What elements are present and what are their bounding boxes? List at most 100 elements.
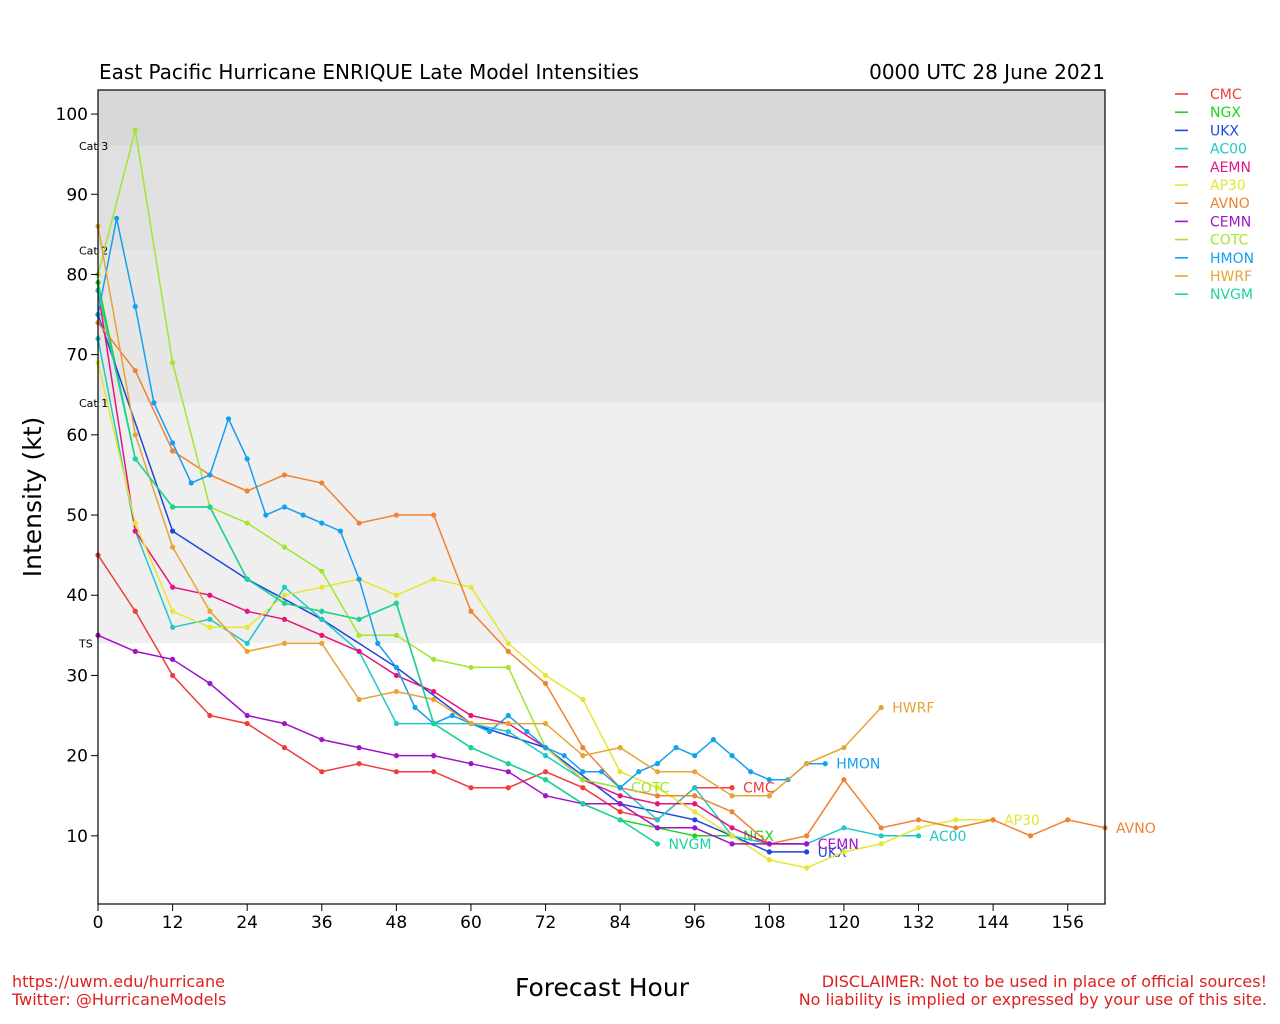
y-tick-label: 30: [66, 666, 88, 686]
data-point-avno: [953, 825, 959, 831]
data-point-hwrf: [244, 648, 250, 654]
data-point-nvgm: [244, 576, 250, 582]
data-point-ap30: [766, 857, 772, 863]
data-point-ap30: [729, 833, 735, 839]
data-point-cmc: [505, 785, 511, 791]
data-point-hmon: [561, 753, 567, 759]
data-point-hmon: [281, 504, 288, 510]
data-point-avno: [468, 608, 474, 614]
x-tick-label: 96: [684, 913, 706, 933]
data-point-avno: [654, 793, 661, 799]
data-point-hwrf: [841, 745, 847, 751]
data-point-cemn: [804, 841, 810, 847]
category-bands: TS Cat 1 Cat 2 Cat 3: [78, 90, 1105, 650]
data-point-hmon: [542, 745, 549, 751]
series-layer: CMCNGXUKXAC00AP30AVNOCEMNCOTCHMONHWRFNVG…: [95, 127, 1156, 871]
data-point-aemn: [132, 528, 138, 534]
data-point-hmon: [822, 761, 828, 767]
data-point-hwrf: [692, 769, 698, 775]
legend-entry-nvgm: NVGM: [1210, 287, 1253, 303]
data-point-ac00: [244, 640, 250, 646]
y-tick-label: 60: [66, 426, 88, 446]
legend-entry-ac00: AC00: [1210, 142, 1247, 158]
data-point-ap30: [953, 817, 959, 823]
series-aemn: [95, 287, 810, 847]
series-line-hmon: [97, 218, 826, 789]
data-point-cemn: [244, 712, 250, 719]
data-point-nvgm: [319, 608, 325, 614]
data-point-cmc: [617, 809, 623, 815]
data-point-cmc: [580, 785, 586, 791]
data-point-cotc: [281, 544, 288, 550]
x-axis-label: Forecast Hour: [515, 973, 690, 1002]
data-point-cemn: [617, 801, 623, 807]
data-point-cmc: [393, 769, 399, 775]
data-point-hwrf: [878, 704, 884, 711]
chart-title: East Pacific Hurricane ENRIQUE Late Mode…: [99, 60, 639, 84]
x-tick-label: 144: [977, 913, 1009, 933]
data-point-cmc: [468, 785, 474, 791]
data-point-cotc: [132, 127, 138, 133]
data-point-ac00: [207, 616, 213, 622]
data-point-ac00: [281, 584, 288, 590]
y-tick-label: 90: [66, 185, 88, 205]
data-point-ap30: [654, 785, 661, 791]
legend-entry-hmon: HMON: [1210, 251, 1254, 267]
data-point-ac00: [505, 728, 511, 735]
data-point-avno: [878, 825, 884, 831]
x-tick-label: 0: [93, 913, 104, 933]
data-point-aemn: [319, 632, 325, 638]
data-point-cotc: [468, 664, 474, 671]
data-point-hmon: [151, 400, 157, 406]
band-cat-1: [98, 250, 1105, 403]
data-point-hwrf: [319, 640, 325, 646]
data-point-ap30: [505, 640, 511, 646]
data-point-cemn: [654, 825, 661, 831]
data-point-nvgm: [207, 504, 213, 510]
series-line-avno: [97, 322, 1106, 845]
data-point-ap30: [132, 520, 138, 526]
end-label-nvgm: NVGM: [668, 837, 711, 853]
data-point-aemn: [244, 608, 250, 614]
data-point-hmon: [505, 712, 511, 719]
plot-frame: [97, 89, 1106, 905]
legend-entry-cotc: COTC: [1210, 233, 1249, 249]
series-cmc: CMC: [95, 552, 775, 823]
legend-entry-aemn: AEMN: [1210, 160, 1251, 176]
legend-entry-cmc: CMC: [1210, 87, 1242, 103]
series-line-cmc: [97, 554, 732, 821]
data-point-cotc: [169, 360, 176, 366]
data-point-ngx: [692, 833, 698, 839]
data-point-ukx: [766, 849, 772, 855]
data-point-hmon: [710, 736, 716, 743]
data-point-nvgm: [169, 504, 176, 510]
data-point-avno: [431, 512, 437, 518]
x-tick-label: 48: [386, 913, 408, 933]
data-point-hmon: [132, 303, 138, 310]
data-point-hmon: [617, 785, 623, 791]
legend-entry-ngx: NGX: [1210, 105, 1241, 121]
data-point-hmon: [188, 480, 194, 486]
data-point-nvgm: [580, 801, 586, 807]
data-point-hmon: [412, 704, 418, 711]
data-point-ap30: [841, 849, 847, 855]
data-point-avno: [542, 680, 549, 687]
legend-entry-ukx: UKX: [1210, 123, 1239, 139]
data-point-avno: [804, 833, 810, 839]
data-point-ap30: [617, 769, 623, 775]
data-point-avno: [841, 777, 847, 783]
footer-liability: No liability is implied or expressed by …: [799, 990, 1267, 1009]
data-point-hmon: [319, 520, 325, 526]
band-ts: [98, 402, 1105, 644]
data-point-hmon: [449, 712, 455, 719]
data-point-ap30: [393, 592, 399, 598]
x-tick-label: 132: [902, 913, 934, 933]
data-point-cemn: [281, 720, 288, 727]
data-point-cotc: [319, 568, 325, 574]
data-point-ac00: [692, 785, 698, 791]
data-point-cotc: [431, 656, 437, 662]
data-point-ap30: [692, 809, 698, 815]
data-point-ukx: [169, 528, 176, 534]
series-hmon: HMON: [95, 215, 880, 791]
